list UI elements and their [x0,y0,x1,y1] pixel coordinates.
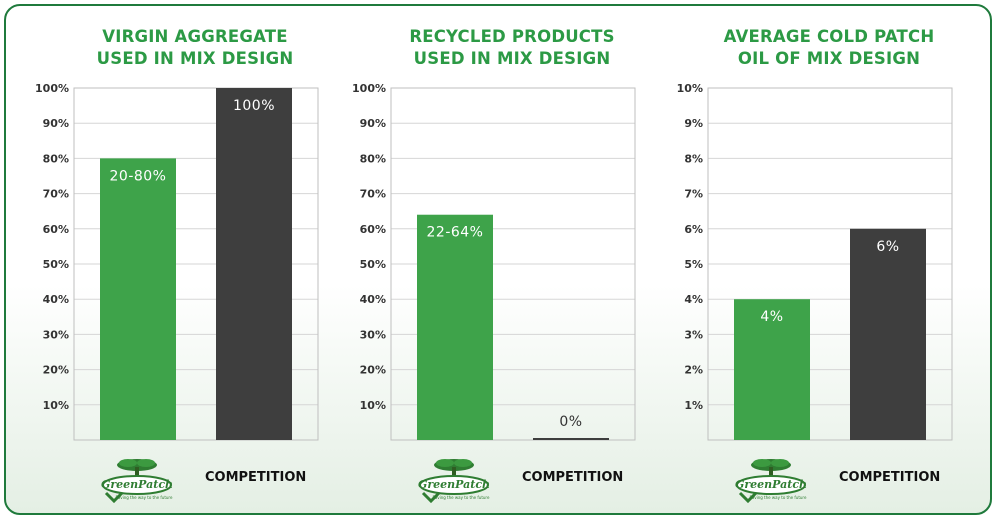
y-tick-label: 90% [360,117,386,130]
chart-title: VIRGIN AGGREGATE USED IN MIX DESIGN [30,26,360,70]
greenpatch-logo: GreenPatch Paving the way to the future [417,455,491,504]
y-tick-label: 100% [35,82,69,95]
svg-text:GreenPatch: GreenPatch [418,478,490,491]
chart-title-line-2: USED IN MIX DESIGN [413,49,611,68]
category-label-competition: COMPETITION [839,470,941,485]
y-tick-label: 10% [360,399,386,412]
bar-value-label: 4% [760,309,783,325]
bar-chart-recycled-products: 10% 20% 30% 40% 50% 60% 70% 80% 90% 100% 22-64% 0% [352,82,636,441]
svg-text:Paving the way to the future: Paving the way to the future [750,495,807,500]
plot-area-border [390,87,636,441]
y-tick-label: 70% [360,188,386,201]
bar-value-label: 0% [559,414,582,430]
y-tick-label: 60% [360,223,386,236]
bar-competition [216,88,292,440]
bar-greenpatch [417,214,493,440]
category-label-competition: COMPETITION [522,470,624,485]
y-tick-label: 4% [684,293,703,306]
chart-panel-cold-patch-oil: AVERAGE COLD PATCH OIL OF MIX DESIGN 1% 2… [664,0,994,523]
y-tick-label: 5% [684,258,703,271]
svg-text:GreenPatch: GreenPatch [101,478,173,491]
y-tick-label: 20% [43,364,69,377]
y-tick-label: 100% [352,82,386,95]
y-tick-label: 8% [684,152,703,165]
y-tick-label: 80% [360,152,386,165]
y-tick-label: 50% [43,258,69,271]
chart-title-line-2: USED IN MIX DESIGN [96,49,294,68]
y-tick-label: 3% [684,328,703,341]
bar-chart-virgin-aggregate: 10% 20% 30% 40% 50% 60% 70% 80% 90% 100% 20-80% 100… [35,82,319,441]
bar-chart-cold-patch-oil: 1% 2% 3% 4% 5% 6% 7% 8% 9% 10% 4% 6% [677,82,953,441]
greenpatch-logo: GreenPatch Paving the way to the future [734,455,808,504]
y-tick-label: 10% [677,82,703,95]
y-tick-label: 50% [360,258,386,271]
y-tick-label: 40% [43,293,69,306]
y-tick-label: 2% [684,364,703,377]
chart-title-line-1: VIRGIN AGGREGATE [102,27,288,46]
y-tick-label: 30% [360,328,386,341]
chart-title-line-2: OIL OF MIX DESIGN [737,49,921,68]
chart-title-line-1: AVERAGE COLD PATCH [723,27,935,46]
y-tick-label: 40% [360,293,386,306]
bar-value-label: 22-64% [427,225,484,241]
y-tick-label: 1% [684,399,703,412]
bar-greenpatch [100,158,176,440]
chart-title-line-1: RECYCLED PRODUCTS [409,27,615,46]
y-tick-label: 9% [684,117,703,130]
svg-text:Paving the way to the future: Paving the way to the future [433,495,490,500]
chart-title: RECYCLED PRODUCTS USED IN MIX DESIGN [347,26,677,70]
y-tick-label: 80% [43,152,69,165]
bar-competition [850,228,926,440]
y-tick-label: 70% [43,188,69,201]
greenpatch-logo: GreenPatch Paving the way to the future [100,455,174,504]
y-tick-label: 90% [43,117,69,130]
svg-text:GreenPatch: GreenPatch [735,478,807,491]
svg-text:Paving the way to the future: Paving the way to the future [116,495,173,500]
bar-greenpatch [734,299,810,440]
bar-competition [533,438,609,440]
y-tick-label: 6% [684,223,703,236]
plot-area-border [707,87,953,441]
y-tick-label: 10% [43,399,69,412]
y-tick-label: 60% [43,223,69,236]
bar-value-label: 100% [233,98,275,114]
y-tick-label: 7% [684,188,703,201]
chart-panel-recycled-products: RECYCLED PRODUCTS USED IN MIX DESIGN 10%… [347,0,677,523]
plot-area-border [73,87,319,441]
bar-value-label: 20-80% [110,168,167,184]
category-label-competition: COMPETITION [205,470,307,485]
chart-title: AVERAGE COLD PATCH OIL OF MIX DESIGN [664,26,994,70]
y-tick-label: 20% [360,364,386,377]
bar-value-label: 6% [876,239,899,255]
chart-panel-virgin-aggregate: VIRGIN AGGREGATE USED IN MIX DESIGN 10% 2… [30,0,360,523]
y-tick-label: 30% [43,328,69,341]
